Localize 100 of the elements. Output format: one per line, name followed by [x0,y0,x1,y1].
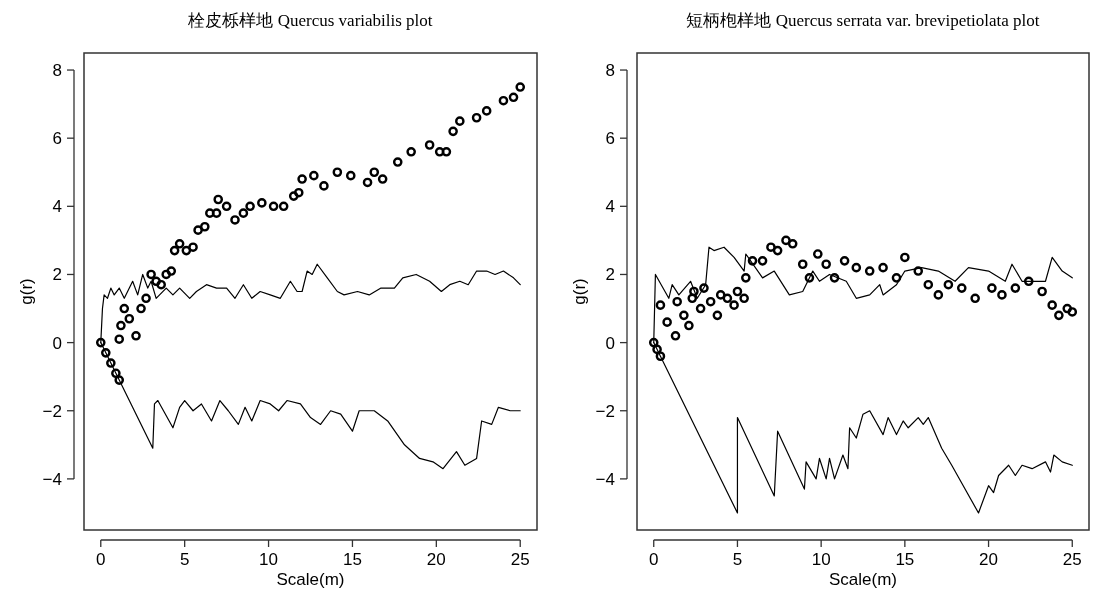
point [687,293,698,304]
point [114,375,125,385]
y-tick-label: −4 [595,469,615,489]
point [757,256,768,266]
point [181,245,192,256]
point [689,286,699,297]
point [297,174,307,184]
point [101,348,111,358]
point [156,279,166,290]
x-tick-label: 5 [179,550,190,569]
point [278,201,289,212]
point [136,303,146,314]
y-tick-label: −4 [42,469,62,489]
point [655,351,666,362]
point [131,330,141,341]
point [111,368,121,379]
point [515,82,526,92]
point [309,170,319,181]
point [188,242,198,253]
x-axis-title: Scale(m) [276,570,345,589]
x-tick-label: 20 [426,550,446,569]
point [377,174,388,184]
point [648,337,659,348]
y-tick-label: 2 [605,265,615,285]
point [193,225,203,235]
x-tick-label: 25 [510,550,530,569]
point [448,126,458,137]
x-tick-label: 5 [732,550,743,569]
point [124,313,135,324]
point [169,245,180,256]
point [205,208,215,218]
point [997,290,1007,300]
point [839,256,850,266]
point [268,201,279,212]
point [684,320,694,331]
point [652,344,662,355]
point [933,290,944,300]
point [705,296,716,307]
point [772,245,783,256]
point [146,269,156,280]
point [739,293,749,304]
point [804,273,815,283]
point [662,317,672,327]
point [213,194,224,205]
point [987,283,997,293]
y-tick-label: 6 [605,129,615,149]
point [293,187,304,198]
point [161,269,172,280]
point [813,249,823,259]
point [288,191,299,201]
point [787,239,798,249]
point [672,296,682,307]
point [345,170,356,181]
point [722,293,733,304]
point [166,266,177,276]
x-tick-label: 10 [259,550,279,569]
point [406,147,416,157]
point [781,235,791,246]
point [699,283,709,293]
point [230,215,240,225]
y-tick-label: 6 [52,129,62,149]
chart-title: 栓皮栎样地 Quercus variabilis plot [187,11,433,30]
point [741,273,751,283]
point [151,276,161,287]
point [1062,303,1073,314]
point [369,167,380,178]
point [1037,286,1047,297]
x-axis-title: Scale(m) [828,570,898,589]
point [257,198,267,208]
point [362,177,373,188]
y-axis-title: g(r) [570,278,589,305]
point [679,310,689,321]
x-tick-label: 25 [1062,550,1082,569]
point [116,320,126,331]
point [655,300,666,310]
point [1047,300,1057,310]
y-tick-label: 8 [605,61,615,81]
y-tick-label: 8 [52,61,62,81]
y-tick-label: 0 [52,333,62,353]
point [766,242,776,253]
point [481,106,492,116]
point [864,266,875,276]
point [878,262,888,273]
point [174,239,185,249]
point [913,266,924,276]
point [245,201,255,212]
point [332,167,343,178]
point [1023,276,1034,287]
point [95,337,106,348]
point [1054,310,1064,321]
x-tick-label: 15 [342,550,362,569]
point [695,303,706,314]
point [455,116,465,126]
point [747,256,758,266]
point [238,208,249,218]
y-tick-label: −2 [595,401,615,421]
point [1067,307,1078,317]
point [392,157,403,167]
point [900,252,910,263]
x-tick-label: 0 [649,550,659,569]
